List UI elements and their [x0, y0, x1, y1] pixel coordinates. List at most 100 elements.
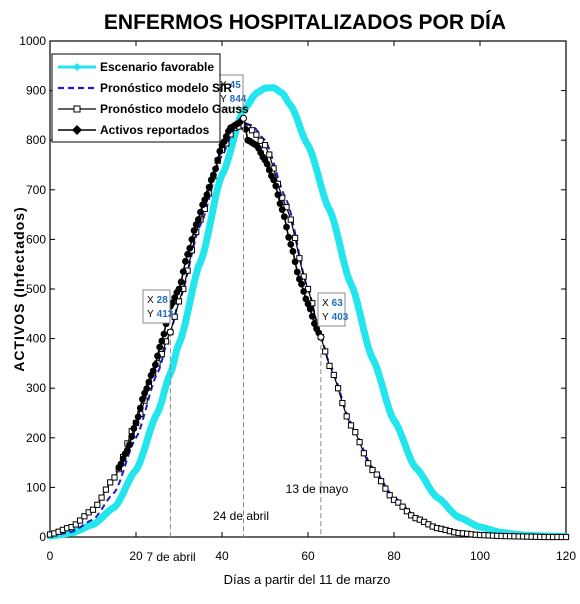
activos-marker — [270, 176, 277, 184]
gauss-marker — [107, 479, 114, 486]
gauss-marker — [257, 137, 264, 144]
gauss-marker — [292, 234, 299, 242]
x-tick-label: 40 — [215, 549, 229, 563]
legend-swatch-marker — [73, 105, 81, 113]
activos-marker — [130, 425, 138, 432]
gauss-marker — [72, 521, 79, 528]
gauss-marker — [279, 194, 286, 201]
activos-marker — [134, 413, 142, 421]
y-tick-label: 200 — [26, 431, 46, 445]
x-tick-label: 20 — [129, 549, 143, 563]
datatip: X 63Y 403 — [317, 292, 349, 341]
activos-marker — [177, 278, 185, 286]
activos-marker — [265, 166, 273, 174]
y-tick-label: 700 — [26, 183, 46, 197]
gauss-marker — [171, 313, 178, 320]
datatip-y-value: 844 — [230, 94, 247, 105]
activos-marker — [156, 343, 164, 351]
activos-marker — [210, 171, 217, 179]
activos-marker — [171, 294, 179, 302]
gauss-marker — [356, 439, 363, 446]
activos-marker — [308, 312, 316, 320]
x-tick-label: 0 — [47, 549, 54, 563]
y-tick-label: 0 — [39, 530, 46, 544]
activos-marker — [139, 395, 146, 403]
activos-marker — [158, 337, 166, 345]
activos-marker — [278, 206, 286, 214]
date-annotation: 7 de abril — [146, 550, 195, 564]
gauss-marker — [253, 131, 260, 138]
activos-marker — [298, 280, 305, 288]
datatip-x: X 28 — [147, 295, 168, 306]
gauss-marker — [403, 508, 410, 515]
activos-marker — [289, 248, 297, 255]
activos-marker — [151, 361, 159, 369]
activos-marker — [132, 419, 140, 427]
gauss-marker — [102, 486, 110, 493]
activos-marker — [280, 213, 288, 221]
datatip-box — [142, 289, 171, 324]
y-tick-label: 400 — [26, 332, 46, 346]
datatip-x-value: 28 — [157, 295, 169, 306]
datatip: X 28 Y 413 — [142, 289, 174, 336]
y-tick-label: 1000 — [19, 34, 46, 48]
activos-marker — [220, 138, 228, 146]
gauss-marker — [287, 216, 294, 223]
series-activos-markers — [115, 114, 325, 471]
activos-marker — [160, 330, 168, 338]
datatip-x-label: X — [220, 80, 227, 91]
datatip-x-label: X — [147, 295, 154, 306]
gauss-marker — [261, 142, 269, 149]
datatip-point — [317, 333, 325, 341]
activos-marker — [272, 182, 280, 190]
series-modelo-gauss-markers — [46, 122, 570, 541]
series-escenario-favorable — [46, 84, 570, 540]
activos-marker — [203, 191, 211, 199]
activos-marker — [190, 227, 198, 234]
activos-marker — [186, 244, 194, 252]
datatip-point — [166, 328, 174, 336]
activos-marker — [300, 288, 308, 295]
datatip-y: Y 413 — [147, 309, 174, 320]
x-axis-label: Días a partir del 11 de marzo — [224, 572, 391, 587]
activos-marker — [283, 223, 290, 231]
legend: Escenario favorable Pronóstico modelo SIR… — [51, 53, 249, 143]
gauss-marker — [330, 371, 337, 379]
datatip-x-value: 45 — [230, 80, 242, 91]
activos-marker — [182, 257, 189, 265]
gauss-marker — [347, 422, 355, 429]
gauss-marker — [77, 517, 84, 524]
activos-marker — [154, 352, 161, 360]
activos-marker — [124, 446, 131, 454]
gauss-marker — [562, 533, 570, 541]
series-modelo-sir — [49, 121, 566, 538]
activos-marker — [149, 367, 157, 375]
activos-marker — [128, 433, 136, 440]
date-annotation: 13 de mayo — [286, 482, 349, 496]
gauss-marker — [373, 471, 380, 478]
gauss-marker — [369, 466, 376, 474]
y-tick-label: 800 — [26, 133, 46, 147]
gauss-marker — [343, 413, 350, 420]
activos-marker — [184, 250, 192, 258]
gauss-marker — [360, 450, 367, 457]
gauss-marker — [111, 474, 118, 481]
legend-entry-label: Pronóstico modelo SIR — [100, 81, 232, 95]
activos-marker — [175, 285, 183, 293]
activos-marker — [293, 268, 301, 276]
gauss-marker — [98, 494, 105, 501]
chart-title: ENFERMOS HOSPITALIZADOS POR DÍA — [104, 11, 506, 34]
gauss-marker — [326, 362, 333, 369]
y-tick-label: 600 — [26, 232, 46, 246]
activos-marker — [263, 160, 271, 168]
datatip-y-label: Y — [220, 94, 227, 105]
datatip-y: Y 403 — [322, 312, 349, 323]
gauss-marker — [296, 255, 303, 262]
activos-marker — [126, 441, 133, 449]
datatip-y-value: 403 — [332, 312, 349, 323]
activos-marker — [119, 455, 127, 463]
gauss-marker — [395, 499, 402, 506]
y-tick-label: 500 — [26, 282, 46, 296]
y-tick-label: 300 — [26, 381, 46, 395]
datatip-y-label: Y — [147, 309, 154, 320]
